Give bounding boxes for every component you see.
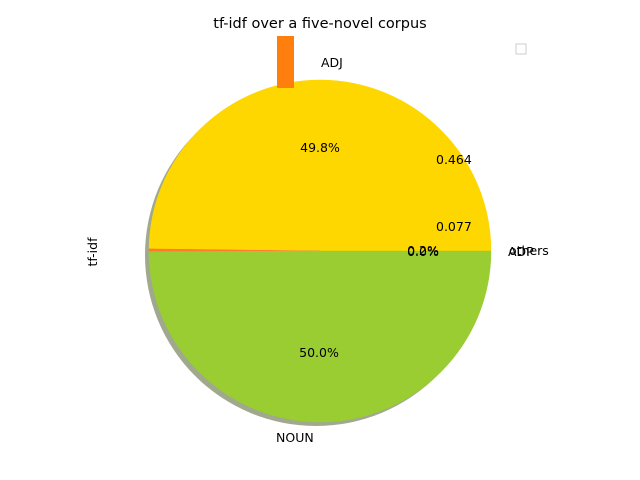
pie-slice-noun <box>148 250 492 423</box>
slice-percent-others: 0.2% <box>407 243 439 258</box>
pie-slices <box>148 79 492 423</box>
pie-slice-adj <box>148 79 492 252</box>
value-annotation-adj: 0.464 <box>436 152 472 167</box>
slice-label-adj: ADJ <box>321 55 343 70</box>
slice-percent-noun: 50.0% <box>299 345 339 360</box>
slice-percent-adp: 0.0% <box>407 244 439 259</box>
slice-percent-adj: 49.8% <box>300 140 340 155</box>
others-exploded-wedge <box>277 36 294 88</box>
value-annotation-small: 0.077 <box>436 219 472 234</box>
slice-label-noun: NOUN <box>276 430 314 445</box>
chart-title: tf-idf over a five-novel corpus <box>213 16 426 32</box>
legend-box <box>515 43 527 55</box>
y-axis-label: tf-idf <box>85 237 100 267</box>
slice-label-others: others <box>509 243 549 258</box>
slice-label-adp: ADP <box>508 244 534 259</box>
slice-labels: ADJ 49.8% others 0.2% ADP 0.0% NOUN 50.0% <box>276 55 549 445</box>
